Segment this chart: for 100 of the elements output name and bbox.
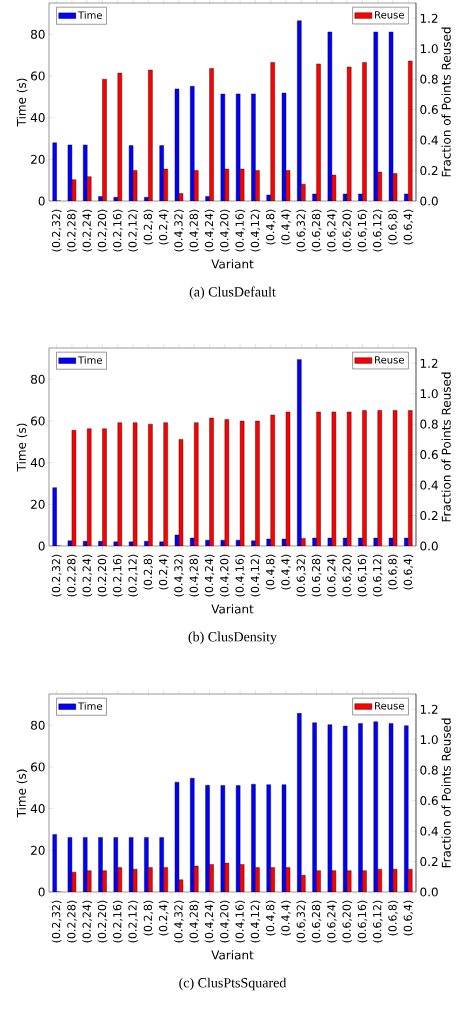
y-tick-label: 60 bbox=[31, 762, 45, 772]
y-tick-label: 20 bbox=[31, 499, 45, 509]
y2-tick-label: 0.4 bbox=[420, 826, 438, 836]
x-tick-label: (0.6,4) bbox=[403, 554, 414, 590]
x-axis-title: Variant bbox=[211, 259, 254, 269]
y2-tick-label: 0.6 bbox=[420, 796, 438, 806]
x-tick-label: (0.6,28) bbox=[311, 554, 322, 597]
x-tick-label: (0.6,28) bbox=[311, 900, 322, 943]
x-tick-label: (0.6,12) bbox=[372, 900, 383, 943]
x-tick-label: (0.6,20) bbox=[342, 900, 353, 943]
x-tick-label: (0.2,32) bbox=[51, 900, 62, 943]
x-tick-label: (0.6,32) bbox=[296, 554, 307, 597]
x-tick-label: (0.6,32) bbox=[296, 209, 307, 252]
x-tick-label: (0.2,20) bbox=[97, 554, 108, 597]
text: (b) ClusDensity bbox=[188, 631, 277, 645]
legend-label: Reuse bbox=[375, 356, 404, 364]
x-tick-label: (0.4,32) bbox=[174, 554, 184, 597]
x-tick-label: (0.4,4) bbox=[281, 209, 291, 245]
x-tick-label: (0.2,28) bbox=[67, 209, 77, 252]
x-tick-label: (0.2,4) bbox=[158, 554, 169, 590]
x-tick-label: (0.4,12) bbox=[250, 209, 261, 252]
y2-tick-label: 0.8 bbox=[420, 419, 438, 429]
x-tick-label: (0.2,16) bbox=[112, 554, 123, 597]
y-tick-label: 0 bbox=[38, 887, 45, 897]
x-tick-label: (0.6,8) bbox=[388, 900, 398, 936]
y-tick-label: 40 bbox=[30, 458, 45, 468]
x-tick-label: (0.2,24) bbox=[82, 554, 93, 597]
x-tick-label: (0.4,24) bbox=[204, 209, 215, 252]
x-tick-label: (0.4,8) bbox=[265, 554, 276, 590]
x-tick-label: (0.2,16) bbox=[112, 209, 123, 252]
x-axis-title: Variant bbox=[211, 604, 254, 614]
x-tick-label: (0.6,8) bbox=[388, 554, 398, 590]
y2-tick-label: 0.8 bbox=[420, 74, 438, 84]
y2-tick-label: 1.0 bbox=[420, 389, 438, 399]
x-tick-label: (0.6,16) bbox=[357, 554, 368, 597]
y2-tick-label: 0.4 bbox=[420, 480, 438, 490]
y2-tick-label: 0.0 bbox=[420, 887, 438, 897]
x-tick-label: (0.4,4) bbox=[281, 554, 291, 590]
y2-tick-label: 0.4 bbox=[420, 135, 438, 145]
x-tick-label: (0.6,20) bbox=[342, 554, 353, 597]
x-tick-label: (0.2,20) bbox=[97, 900, 108, 943]
x-tick-label: (0.6,8) bbox=[388, 209, 398, 245]
x-tick-label: (0.4,28) bbox=[189, 209, 200, 252]
y2-tick-label: 1.2 bbox=[420, 358, 438, 368]
y2-axis-title: Fraction of Points Reused bbox=[441, 718, 451, 868]
legend-label: Time bbox=[77, 356, 102, 364]
x-tick-label: (0.6,28) bbox=[311, 209, 322, 252]
x-tick-label: (0.4,32) bbox=[174, 209, 184, 252]
x-tick-label: (0.2,8) bbox=[143, 554, 154, 590]
y2-tick-label: 0.6 bbox=[420, 450, 438, 460]
text: (c) ClusPtsSquared bbox=[179, 977, 287, 991]
x-tick-label: (0.4,20) bbox=[219, 209, 230, 252]
legend-label: Reuse bbox=[375, 702, 404, 710]
y2-tick-label: 1.0 bbox=[420, 735, 438, 745]
x-tick-label: (0.2,4) bbox=[158, 900, 169, 936]
text: (a) ClusDefault bbox=[189, 286, 276, 300]
x-tick-label: (0.2,32) bbox=[51, 209, 62, 252]
y-tick-label: 80 bbox=[31, 29, 45, 39]
y-tick-label: 20 bbox=[31, 154, 45, 164]
x-tick-label: (0.6,20) bbox=[342, 209, 353, 252]
x-tick-label: (0.2,12) bbox=[128, 209, 138, 252]
x-tick-label: (0.4,16) bbox=[235, 900, 246, 943]
x-tick-label: (0.6,32) bbox=[296, 900, 307, 943]
y-axis-title: Time (s) bbox=[16, 78, 28, 127]
x-tick-label: (0.2,24) bbox=[82, 900, 93, 943]
x-tick-label: (0.2,20) bbox=[97, 209, 108, 252]
x-tick-label: (0.6,16) bbox=[357, 900, 368, 943]
y-axis-title: Time (s) bbox=[16, 769, 28, 818]
x-tick-label: (0.6,16) bbox=[357, 209, 368, 252]
x-tick-label: (0.4,12) bbox=[250, 900, 261, 943]
x-tick-label: (0.4,32) bbox=[174, 900, 184, 943]
y2-tick-label: 1.2 bbox=[420, 704, 438, 714]
y2-tick-label: 0.2 bbox=[420, 166, 438, 176]
x-tick-label: (0.4,20) bbox=[219, 900, 230, 943]
x-tick-label: (0.2,28) bbox=[67, 554, 77, 597]
x-tick-label: (0.6,24) bbox=[326, 554, 337, 597]
x-tick-label: (0.6,24) bbox=[326, 209, 337, 252]
x-tick-label: (0.4,12) bbox=[250, 554, 261, 597]
x-tick-label: (0.4,24) bbox=[204, 900, 215, 943]
y2-tick-label: 0.0 bbox=[420, 541, 438, 551]
x-tick-label: (0.6,4) bbox=[403, 900, 414, 936]
legend-label: Reuse bbox=[375, 11, 404, 19]
x-tick-label: (0.4,8) bbox=[265, 900, 276, 936]
y-tick-label: 0 bbox=[38, 196, 45, 206]
x-tick-label: (0.2,16) bbox=[112, 900, 123, 943]
x-tick-label: (0.4,28) bbox=[189, 554, 200, 597]
y-tick-label: 40 bbox=[30, 804, 45, 814]
y2-tick-label: 0.0 bbox=[420, 196, 438, 206]
x-tick-label: (0.6,4) bbox=[403, 209, 414, 245]
x-tick-label: (0.2,12) bbox=[128, 900, 138, 943]
y-tick-label: 40 bbox=[30, 113, 45, 123]
y2-tick-label: 0.8 bbox=[420, 765, 438, 775]
x-tick-label: (0.6,12) bbox=[372, 209, 383, 252]
y2-tick-label: 1.0 bbox=[420, 44, 438, 54]
y2-tick-label: 0.6 bbox=[420, 105, 438, 115]
x-tick-label: (0.2,8) bbox=[143, 209, 154, 245]
x-tick-label: (0.2,32) bbox=[51, 554, 62, 597]
y2-axis-title: Fraction of Points Reused bbox=[441, 372, 451, 522]
y-axis-title: Time (s) bbox=[16, 423, 28, 472]
x-tick-label: (0.2,8) bbox=[143, 900, 154, 936]
